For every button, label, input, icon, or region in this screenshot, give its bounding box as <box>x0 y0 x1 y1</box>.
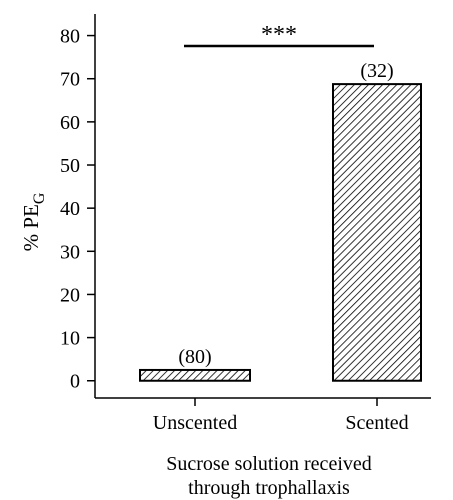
annotations: (80) (32) *** <box>178 22 393 368</box>
y-tick-label: 30 <box>60 241 80 263</box>
sample-size-label: (80) <box>178 346 211 368</box>
bar <box>139 368 251 382</box>
y-tick-label: 60 <box>60 112 80 134</box>
y-tick-label: 10 <box>60 328 80 350</box>
x-tick-label: Unscented <box>153 412 237 434</box>
y-tick-label: 50 <box>60 155 80 177</box>
y-axis-label-main: % PE <box>19 204 43 251</box>
y-tick-label: 80 <box>60 26 80 48</box>
y-tick-label: 70 <box>60 69 80 91</box>
sample-size-label: (32) <box>360 60 393 82</box>
bar <box>332 83 422 382</box>
y-ticks: 0 10 20 30 40 50 60 70 80 <box>60 26 95 393</box>
x-tick-label: Scented <box>345 412 408 434</box>
y-tick-label: 20 <box>60 284 80 306</box>
significance-label: *** <box>261 22 297 48</box>
y-axis-label-subscript: G <box>31 192 48 204</box>
svg-text:% PEG: % PEG <box>19 192 48 251</box>
x-axis-label-line1: Sucrose solution received <box>166 453 372 475</box>
y-tick-label: 0 <box>70 371 80 393</box>
x-axis-label-line2: through trophallaxis <box>188 477 350 499</box>
bars: Unscented Scented <box>139 83 422 434</box>
y-axis-label: % PEG <box>19 192 48 251</box>
y-tick-label: 40 <box>60 198 80 220</box>
